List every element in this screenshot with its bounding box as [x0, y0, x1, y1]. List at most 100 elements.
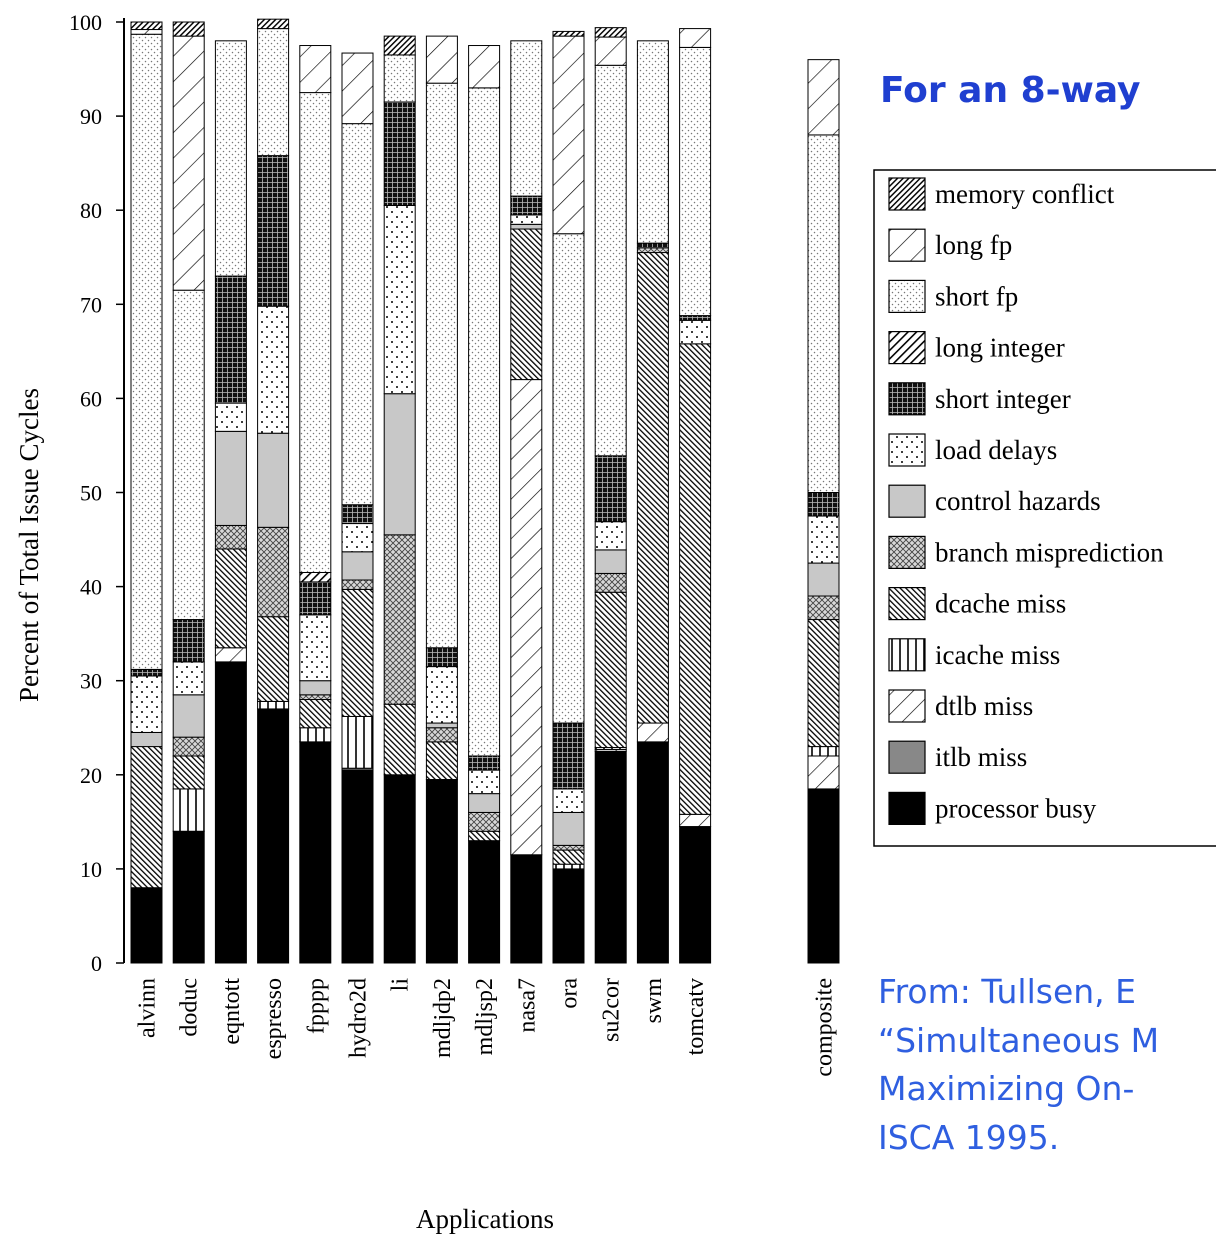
legend-label-load-delays: load delays: [935, 435, 1057, 465]
bars: [130, 18, 840, 964]
segment-li-load-delays: [383, 204, 416, 395]
segment-alvinn-dcache-miss: [130, 746, 163, 889]
segment-ora-icache-miss: [552, 863, 585, 870]
legend-label-processor-busy: processor busy: [935, 793, 1097, 823]
y-tick-label-90: 90: [80, 104, 102, 129]
segment-fpppp-long-fp: [299, 45, 332, 94]
segment-nasa7-short-fp: [510, 40, 543, 197]
segment-mdljsp2-processor-busy: [468, 840, 501, 964]
segment-swm-short-fp: [636, 40, 669, 244]
segment-tomcatv-long-fp: [679, 28, 712, 48]
citation: From: Tullsen, E “Simultaneous M Maximiz…: [878, 972, 1159, 1157]
legend-item-processor-busy: processor busy: [888, 791, 1097, 826]
legend-label-control-hazards: control hazards: [935, 486, 1101, 516]
legend-box: [873, 169, 1216, 847]
segment-doduc-branch-misprediction: [172, 736, 205, 757]
segment-fpppp-long-integer: [299, 571, 332, 583]
segment-espresso-branch-misprediction: [257, 526, 290, 618]
legend-item-itlb-miss: itlb miss: [888, 740, 1027, 774]
segment-mdljsp2-short-fp: [468, 87, 501, 757]
segment-nasa7-dtlb-miss: [510, 379, 543, 856]
segment-alvinn-processor-busy: [130, 887, 163, 964]
segment-doduc-processor-busy: [172, 830, 205, 964]
legend: memory conflict long fp short fp long integ…: [873, 169, 1216, 847]
segment-espresso-memory-conflict: [257, 18, 290, 30]
legend-swatch-memory-conflict: [888, 177, 926, 211]
segment-mdljdp2-load-delays: [425, 666, 458, 724]
legend-item-dcache-miss: dcache miss: [888, 586, 1066, 621]
legend-label-long-integer: long integer: [935, 333, 1065, 363]
y-tick-label-50: 50: [80, 481, 102, 506]
bar-mdljsp2: [468, 45, 501, 964]
segment-li-control-hazards: [383, 393, 416, 536]
legend-swatch-branch-misprediction: [888, 535, 926, 570]
segment-mdljsp2-branch-misprediction: [468, 811, 501, 832]
y-axis-title: Percent of Total Issue Cycles: [14, 388, 44, 702]
segment-hydro2d-load-delays: [341, 523, 374, 553]
segment-hydro2d-control-hazards: [341, 551, 374, 581]
legend-swatch-icache-miss: [888, 638, 926, 672]
y-tick-label-30: 30: [80, 669, 102, 694]
bar-fpppp: [299, 45, 332, 964]
segment-swm-short-integer: [636, 242, 669, 249]
bar-alvinn: [130, 21, 163, 964]
y-tick-label-0: 0: [91, 951, 102, 976]
y-tick-label-10: 10: [80, 857, 102, 882]
category-label-nasa7: nasa7: [514, 978, 540, 1033]
segment-eqntott-branch-misprediction: [214, 524, 247, 550]
segment-nasa7-control-hazards: [510, 223, 543, 230]
segment-mdljdp2-control-hazards: [425, 722, 458, 729]
segment-nasa7-processor-busy: [510, 854, 543, 964]
segment-li-short-integer: [383, 101, 416, 206]
legend-item-branch-misprediction: branch misprediction: [888, 535, 1164, 570]
segment-alvinn-control-hazards: [130, 731, 163, 748]
legend-swatch-load-delays: [888, 433, 926, 467]
segment-composite-control-hazards: [807, 562, 840, 597]
segment-fpppp-processor-busy: [299, 741, 332, 964]
segment-su2cor-branch-misprediction: [594, 572, 627, 593]
legend-item-dtlb-miss: dtlb miss: [888, 689, 1033, 723]
segment-mdljdp2-branch-misprediction: [425, 727, 458, 743]
segment-ora-branch-misprediction: [552, 844, 585, 851]
bar-doduc: [172, 21, 205, 964]
segment-su2cor-dcache-miss: [594, 591, 627, 749]
segment-swm-processor-busy: [636, 741, 669, 964]
segment-composite-dcache-miss: [807, 619, 840, 748]
segment-composite-icache-miss: [807, 746, 840, 757]
bar-espresso: [257, 18, 290, 964]
legend-label-itlb-miss: itlb miss: [935, 742, 1027, 772]
segment-ora-long-fp: [552, 35, 585, 235]
segment-doduc-dcache-miss: [172, 755, 205, 790]
segment-doduc-long-fp: [172, 35, 205, 291]
segment-espresso-load-delays: [257, 305, 290, 434]
legend-label-dtlb-miss: dtlb miss: [935, 691, 1033, 721]
category-label-su2cor: su2cor: [599, 978, 625, 1042]
bar-li: [383, 35, 416, 964]
segment-composite-load-delays: [807, 515, 840, 564]
segment-doduc-short-fp: [172, 289, 205, 621]
citation-line-1: From: Tullsen, E: [878, 972, 1136, 1011]
segment-mdljdp2-long-fp: [425, 35, 458, 84]
segment-fpppp-short-integer: [299, 581, 332, 616]
legend-swatch-short-integer: [888, 382, 926, 416]
segment-su2cor-long-fp: [594, 36, 627, 66]
legend-item-long-fp: long fp: [888, 228, 1012, 262]
bar-swm: [636, 40, 669, 964]
citation-line-4: ISCA 1995.: [878, 1118, 1059, 1157]
segment-ora-short-integer: [552, 722, 585, 790]
segment-espresso-icache-miss: [257, 700, 290, 710]
segment-composite-processor-busy: [807, 788, 840, 964]
y-tick-label-20: 20: [80, 763, 102, 788]
y-tick-label-80: 80: [80, 198, 102, 223]
segment-composite-long-fp: [807, 59, 840, 136]
y-tick-label-40: 40: [80, 575, 102, 600]
category-label-doduc: doduc: [177, 978, 203, 1037]
segment-swm-dtlb-miss: [636, 722, 669, 743]
segment-su2cor-processor-busy: [594, 750, 627, 964]
bar-tomcatv: [679, 28, 712, 964]
category-label-espresso: espresso: [261, 978, 287, 1059]
segment-mdljsp2-dcache-miss: [468, 830, 501, 842]
legend-label-short-integer: short integer: [935, 384, 1071, 414]
bar-eqntott: [214, 40, 247, 964]
segment-swm-dcache-miss: [636, 252, 669, 724]
